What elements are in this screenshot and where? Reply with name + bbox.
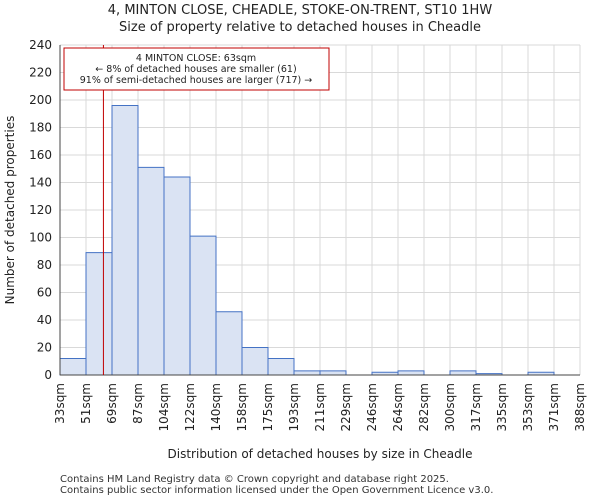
histogram-bar — [267, 358, 295, 376]
y-tick-label: 100 — [29, 231, 52, 245]
histogram-bar — [85, 252, 113, 376]
x-tick-label: 33sqm — [53, 383, 67, 424]
chart-subtitle: Size of property relative to detached ho… — [119, 20, 481, 35]
y-tick-labels: 0 20 40 60 80 100 120 140 160 180 200 220 240 — [29, 38, 52, 382]
x-tick-label: 300sqm — [443, 383, 457, 431]
histogram-bar — [449, 370, 477, 376]
y-tick-label: 240 — [29, 38, 52, 52]
x-tick-label: 335sqm — [495, 383, 509, 431]
histogram-bar — [163, 176, 191, 376]
x-tick-labels: 33sqm 51sqm 69sqm 87sqm 104sqm 122sqm 140sqm 15… — [53, 383, 587, 431]
x-tick-label: 211sqm — [313, 383, 327, 431]
y-axis-label: Number of detached properties — [3, 116, 17, 305]
histogram-bar — [397, 370, 425, 376]
y-tick-label: 120 — [29, 203, 52, 217]
histogram-bar — [59, 358, 87, 376]
footer-line-1: Contains HM Land Registry data © Crown c… — [60, 474, 449, 485]
histogram-bar — [137, 166, 165, 376]
y-tick-label: 80 — [37, 258, 52, 272]
bars — [59, 105, 555, 376]
x-tick-label: 87sqm — [131, 383, 145, 424]
x-tick-label: 69sqm — [105, 383, 119, 424]
x-tick-label: 104sqm — [157, 383, 171, 431]
histogram-bar — [111, 105, 139, 376]
y-tick-label: 40 — [37, 313, 52, 327]
x-tick-label: 264sqm — [391, 383, 405, 431]
histogram-bar — [293, 370, 321, 376]
x-tick-label: 246sqm — [365, 383, 379, 431]
x-tick-label: 388sqm — [573, 383, 587, 431]
histogram-bar — [215, 311, 243, 376]
x-tick-label: 317sqm — [469, 383, 483, 431]
y-tick-label: 220 — [29, 66, 52, 80]
grid-lines — [59, 44, 581, 376]
y-tick-label: 0 — [44, 368, 52, 382]
y-tick-label: 180 — [29, 121, 52, 135]
y-tick-label: 200 — [29, 93, 52, 107]
annotation-line-1: 4 MINTON CLOSE: 63sqm — [136, 53, 256, 64]
x-tick-label: 140sqm — [209, 383, 223, 431]
histogram-bar — [319, 370, 347, 376]
footer-line-2: Contains public sector information licen… — [60, 485, 494, 496]
histogram-bar — [189, 235, 217, 376]
x-tick-label: 282sqm — [417, 383, 431, 431]
x-tick-label: 122sqm — [183, 383, 197, 431]
histogram-bar — [241, 347, 269, 376]
x-tick-label: 193sqm — [287, 383, 301, 431]
y-tick-label: 20 — [37, 341, 52, 355]
annotation-line-2: ← 8% of detached houses are smaller (61) — [95, 64, 296, 75]
annotation-frame — [63, 47, 330, 91]
y-tick-label: 160 — [29, 148, 52, 162]
x-tick-label: 229sqm — [339, 383, 353, 431]
chart-title: 4, MINTON CLOSE, CHEADLE, STOKE-ON-TRENT… — [107, 3, 493, 18]
x-tick-label: 353sqm — [521, 383, 535, 431]
y-tick-label: 140 — [29, 176, 52, 190]
x-tick-label: 371sqm — [547, 383, 561, 431]
x-tick-label: 158sqm — [235, 383, 249, 431]
y-tick-label: 60 — [37, 286, 52, 300]
axes — [59, 45, 580, 376]
annotation-line-3: 91% of semi-detached houses are larger (… — [80, 75, 313, 86]
x-tick-label: 51sqm — [79, 383, 93, 424]
annotation-box: 4 MINTON CLOSE: 63sqm ← 8% of detached h… — [63, 47, 330, 91]
x-tick-label: 175sqm — [261, 383, 275, 431]
x-axis-label: Distribution of detached houses by size … — [168, 447, 473, 461]
